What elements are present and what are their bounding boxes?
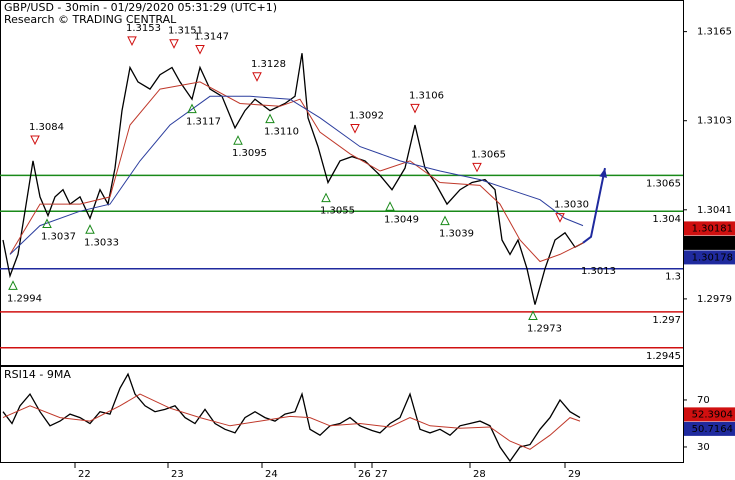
price-tag bbox=[684, 421, 735, 436]
annotation-label: 1.3033 bbox=[84, 237, 119, 248]
marker-down bbox=[169, 39, 179, 49]
annotation-label: 1.3013 bbox=[581, 266, 616, 277]
marker-up bbox=[440, 215, 450, 226]
price-tag bbox=[684, 235, 735, 250]
chart-title: GBP/USD - 30min - 01/29/2020 05:31:29 (U… bbox=[4, 1, 277, 14]
x-tick-label: 28 bbox=[473, 469, 486, 480]
annotation-label: 1.3084 bbox=[29, 122, 64, 133]
y-tick-label: 30 bbox=[697, 442, 710, 453]
annotation-label: 1.3153 bbox=[126, 23, 161, 34]
x-tick-label: 22 bbox=[78, 469, 91, 480]
x-tick-label: 26 bbox=[358, 469, 371, 480]
marker-up bbox=[385, 201, 395, 211]
annotation-label: 1.3065 bbox=[471, 149, 506, 160]
annotation-label: 1.3039 bbox=[439, 229, 474, 240]
marker-up bbox=[265, 113, 275, 124]
marker-down bbox=[472, 162, 482, 173]
series-line bbox=[2, 53, 584, 305]
marker-down bbox=[252, 72, 262, 82]
projection-arrow bbox=[582, 167, 606, 244]
annotation-label: 1.3095 bbox=[232, 148, 267, 159]
marker-down bbox=[30, 135, 40, 146]
y-tick-label: 1.2979 bbox=[697, 294, 732, 305]
level-label: 1.3 bbox=[665, 272, 681, 283]
marker-up bbox=[85, 224, 95, 234]
price-tag bbox=[684, 407, 735, 422]
chart-subtitle: Research © TRADING CENTRAL bbox=[4, 13, 177, 26]
y-tick-label: 1.3165 bbox=[697, 27, 732, 38]
x-tick-label: 29 bbox=[568, 469, 581, 480]
marker-up bbox=[321, 192, 331, 203]
marker-up bbox=[233, 135, 243, 145]
annotation-label: 1.3092 bbox=[349, 111, 384, 122]
y-tick-label: 1.3103 bbox=[697, 116, 732, 127]
x-tick-label: 24 bbox=[265, 469, 278, 480]
projection-arrowhead bbox=[599, 168, 607, 178]
y-tick-label: 1.3041 bbox=[697, 205, 732, 216]
annotation-label: 1.3117 bbox=[186, 117, 221, 128]
marker-up bbox=[42, 218, 52, 229]
annotation-label: 1.3151 bbox=[168, 26, 203, 37]
annotation-label: 1.2973 bbox=[527, 324, 562, 335]
x-tick-label: 27 bbox=[375, 469, 388, 480]
price-tag-label: 1.30178 bbox=[692, 252, 733, 263]
price-tag-label: 1.30181 bbox=[692, 223, 733, 234]
price-tag-label: 52.3904 bbox=[692, 409, 733, 420]
annotation-label: 1.3030 bbox=[554, 200, 589, 211]
annotation-label: 1.3049 bbox=[384, 214, 419, 225]
price-tag-label: 1.3018 bbox=[698, 238, 733, 249]
series-line bbox=[9, 81, 584, 263]
x-tick-label: 23 bbox=[171, 469, 184, 480]
y-tick-label: 70 bbox=[697, 395, 710, 406]
level-label: 1.3065 bbox=[646, 178, 681, 189]
rsi-panel-frame bbox=[0, 366, 684, 463]
annotation-label: 1.2994 bbox=[7, 293, 42, 304]
level-label: 1.304 bbox=[652, 214, 681, 225]
price-tag bbox=[684, 221, 735, 236]
marker-down bbox=[555, 213, 565, 223]
price-panel-frame bbox=[0, 0, 684, 366]
series-line bbox=[2, 393, 581, 450]
marker-down bbox=[195, 44, 205, 55]
marker-up bbox=[528, 310, 538, 321]
price-tag bbox=[684, 250, 735, 265]
annotation-label: 1.3037 bbox=[41, 232, 76, 243]
level-label: 1.2945 bbox=[646, 351, 681, 362]
marker-down bbox=[410, 103, 420, 114]
annotation-label: 1.3147 bbox=[194, 31, 229, 42]
marker-up bbox=[8, 280, 18, 290]
annotation-label: 1.3055 bbox=[320, 206, 355, 217]
marker-down bbox=[350, 124, 360, 134]
annotation-label: 1.3106 bbox=[409, 90, 444, 101]
series-line bbox=[2, 372, 581, 463]
rsi-title: RSI14 - 9MA bbox=[4, 368, 71, 381]
level-label: 1.297 bbox=[652, 315, 681, 326]
annotation-label: 1.3110 bbox=[264, 127, 299, 138]
marker-up bbox=[187, 103, 197, 114]
series-line bbox=[9, 95, 584, 255]
marker-down bbox=[127, 36, 137, 46]
annotation-label: 1.3128 bbox=[251, 59, 286, 70]
price-tag-label: 50.7164 bbox=[692, 424, 733, 435]
